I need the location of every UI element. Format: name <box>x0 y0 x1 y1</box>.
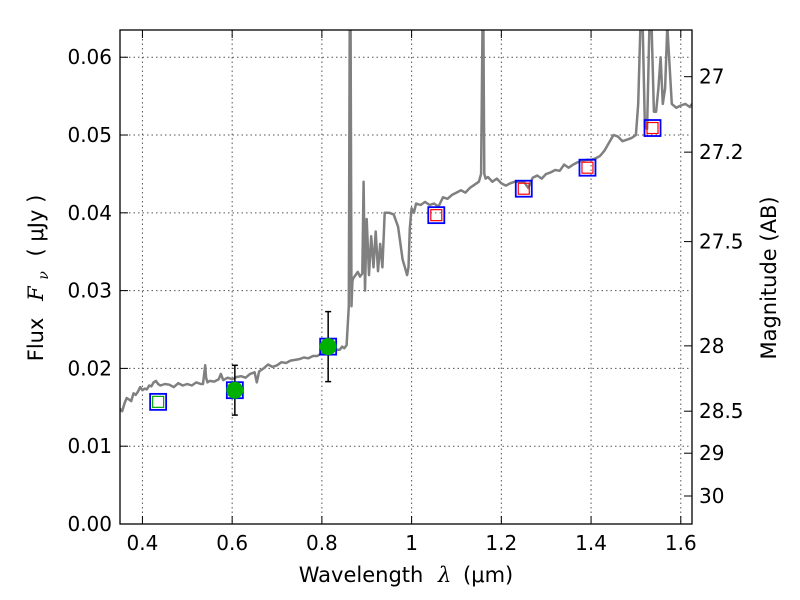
synthetic-photometry-square <box>643 119 662 137</box>
y-axis-label-text: Flux <box>24 318 48 362</box>
synthetic-photometry-square <box>149 392 168 411</box>
y-tick-label: 0.05 <box>67 123 112 147</box>
y2-tick-label: 27.5 <box>699 230 744 254</box>
photometry-points <box>149 119 662 416</box>
x-tick-label: 1 <box>405 531 418 555</box>
x-tick-label: 1.4 <box>575 531 607 555</box>
y-axis-label-subscript: ν <box>36 271 52 280</box>
y-tick-label: 0.06 <box>67 45 112 69</box>
x-axis-label-unit: (μm) <box>463 563 513 587</box>
y-axis-label-symbol: F <box>24 285 48 302</box>
synthetic-photometry-inner-square <box>430 209 443 222</box>
synthetic-photometry-inner-square <box>581 161 594 174</box>
x-axis-label: Wavelength λ (μm) <box>299 563 513 587</box>
y2-tick-label: 28.5 <box>699 399 744 423</box>
y-tick-label: 0.04 <box>67 201 112 225</box>
y-tick-label: 0.02 <box>67 356 112 380</box>
axis-ticks: 0.4 0.6 0.8 1 1.2 1.4 1.6 0.00 0.01 0.02 0.03 0.04 0… <box>67 30 744 555</box>
synthetic-photometry-inner-square <box>517 182 530 195</box>
y-axis-label: Flux F ν ( μJy ) <box>24 195 53 362</box>
x-tick-label: 0.4 <box>127 531 159 555</box>
synthetic-photometry-inner-square <box>152 395 165 408</box>
x-tick-label: 1.6 <box>665 531 697 555</box>
x-axis-label-symbol: λ <box>437 563 451 587</box>
y-tick-label: 0.03 <box>67 279 112 303</box>
synthetic-photometry-square <box>578 158 597 177</box>
y2-tick-label: 27 <box>699 65 724 89</box>
y2-tick-label: 28 <box>699 334 724 358</box>
y2-tick-label: 29 <box>699 441 724 465</box>
synthetic-photometry-square <box>427 206 446 225</box>
plot-frame <box>119 29 693 525</box>
x-tick-label: 0.8 <box>306 531 338 555</box>
x-tick-label: 0.6 <box>216 531 248 555</box>
y-tick-label: 0.00 <box>67 512 112 536</box>
y-tick-label: 0.01 <box>67 434 112 458</box>
model-spectrum-line <box>120 30 692 413</box>
x-axis-label-text: Wavelength <box>299 563 424 587</box>
y2-tick-label: 30 <box>699 484 724 508</box>
y-axis-label-unit: ( μJy ) <box>24 195 48 257</box>
x-tick-label: 1.2 <box>485 531 517 555</box>
detection-point <box>226 381 244 399</box>
y2-tick-label: 27.2 <box>699 140 744 164</box>
model-spectrum <box>120 30 692 413</box>
synthetic-photometry-inner-square <box>646 121 659 135</box>
y2-axis-label: Magnitude (AB) <box>757 196 781 359</box>
grid-lines <box>120 30 692 524</box>
synthetic-photometry-square <box>514 179 533 198</box>
detection-point <box>319 338 337 356</box>
